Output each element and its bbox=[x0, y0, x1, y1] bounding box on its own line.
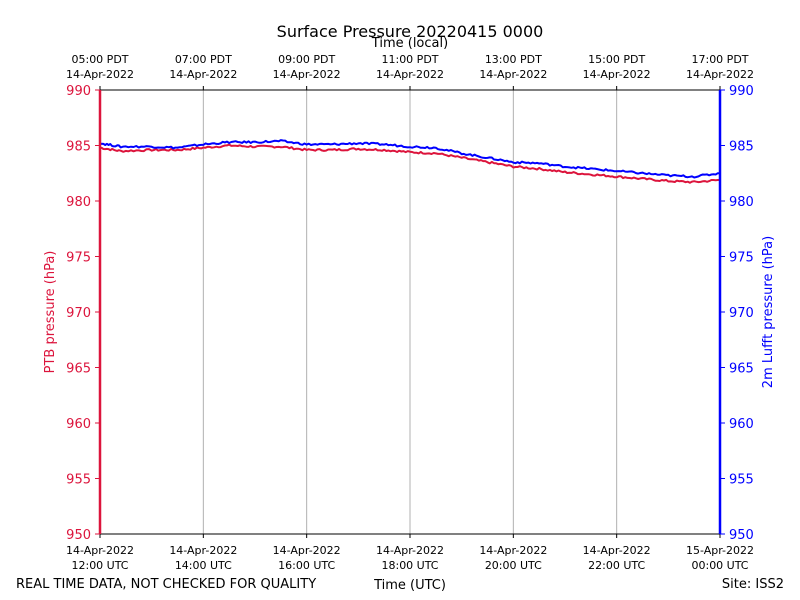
right-tick-label: 950 bbox=[729, 528, 754, 543]
left-tick-label: 975 bbox=[66, 251, 91, 266]
x-tick-label-date: 14-Apr-2022 bbox=[169, 544, 237, 557]
x-tick-label-date: 14-Apr-2022 bbox=[66, 544, 134, 557]
x-tick-label-date: 14-Apr-2022 bbox=[583, 544, 651, 557]
top-tick-label-date: 14-Apr-2022 bbox=[66, 68, 134, 81]
left-tick-label: 960 bbox=[66, 417, 91, 432]
x-tick-label-time: 00:00 UTC bbox=[691, 559, 748, 572]
x-tick-label-time: 18:00 UTC bbox=[381, 559, 438, 572]
top-tick-label-time: 05:00 PDT bbox=[71, 53, 128, 66]
series-line-ptb bbox=[99, 143, 721, 184]
top-tick-label-time: 11:00 PDT bbox=[381, 53, 438, 66]
chart-title: Surface Pressure 20220415 0000 bbox=[277, 22, 544, 41]
top-tick-label-date: 14-Apr-2022 bbox=[686, 68, 754, 81]
x-tick-label-time: 12:00 UTC bbox=[71, 559, 128, 572]
series-layer bbox=[99, 139, 721, 184]
right-tick-label: 975 bbox=[729, 251, 754, 266]
x-tick-label-date: 14-Apr-2022 bbox=[376, 544, 444, 557]
right-tick-label: 980 bbox=[729, 195, 754, 210]
top-tick-label-time: 09:00 PDT bbox=[278, 53, 335, 66]
x-tick-label-time: 20:00 UTC bbox=[485, 559, 542, 572]
top-tick-label-date: 14-Apr-2022 bbox=[376, 68, 444, 81]
right-tick-label: 955 bbox=[729, 473, 754, 488]
bottom-axis-label: Time (UTC) bbox=[373, 578, 446, 593]
left-tick-label: 990 bbox=[66, 84, 91, 99]
x-tick-label-time: 16:00 UTC bbox=[278, 559, 335, 572]
right-tick-label: 970 bbox=[729, 306, 754, 321]
right-axis-label: 2m Lufft pressure (hPa) bbox=[761, 236, 776, 388]
axis-ticks: 14-Apr-2022 12:00 UTC 14-Apr-2022 14:00 UTC… bbox=[66, 53, 754, 572]
top-tick-label-time: 07:00 PDT bbox=[175, 53, 232, 66]
top-tick-label-date: 14-Apr-2022 bbox=[169, 68, 237, 81]
x-tick-label-time: 22:00 UTC bbox=[588, 559, 645, 572]
series-line-lufft bbox=[99, 139, 721, 179]
left-tick-label: 965 bbox=[66, 362, 91, 377]
left-tick-label: 950 bbox=[66, 528, 91, 543]
top-tick-label-date: 14-Apr-2022 bbox=[583, 68, 651, 81]
right-tick-label: 965 bbox=[729, 362, 754, 377]
quality-note: REAL TIME DATA, NOT CHECKED FOR QUALITY bbox=[16, 577, 316, 592]
right-tick-label: 960 bbox=[729, 417, 754, 432]
left-tick-label: 980 bbox=[66, 195, 91, 210]
site-label: Site: ISS2 bbox=[722, 577, 784, 592]
gridlines bbox=[202, 90, 618, 534]
right-tick-label: 985 bbox=[729, 140, 754, 155]
x-tick-label-time: 14:00 UTC bbox=[175, 559, 232, 572]
x-tick-label-date: 14-Apr-2022 bbox=[479, 544, 547, 557]
top-tick-label-date: 14-Apr-2022 bbox=[479, 68, 547, 81]
left-tick-label: 985 bbox=[66, 140, 91, 155]
top-tick-label-time: 17:00 PDT bbox=[691, 53, 748, 66]
left-tick-label: 955 bbox=[66, 473, 91, 488]
right-tick-label: 990 bbox=[729, 84, 754, 99]
x-tick-label-date: 14-Apr-2022 bbox=[273, 544, 341, 557]
left-axis-label: PTB pressure (hPa) bbox=[43, 251, 58, 374]
top-tick-label-time: 15:00 PDT bbox=[588, 53, 645, 66]
left-tick-label: 970 bbox=[66, 306, 91, 321]
top-tick-label-time: 13:00 PDT bbox=[485, 53, 542, 66]
top-tick-label-date: 14-Apr-2022 bbox=[273, 68, 341, 81]
x-tick-label-date: 15-Apr-2022 bbox=[686, 544, 754, 557]
top-axis-label: Time (local) bbox=[371, 36, 448, 51]
